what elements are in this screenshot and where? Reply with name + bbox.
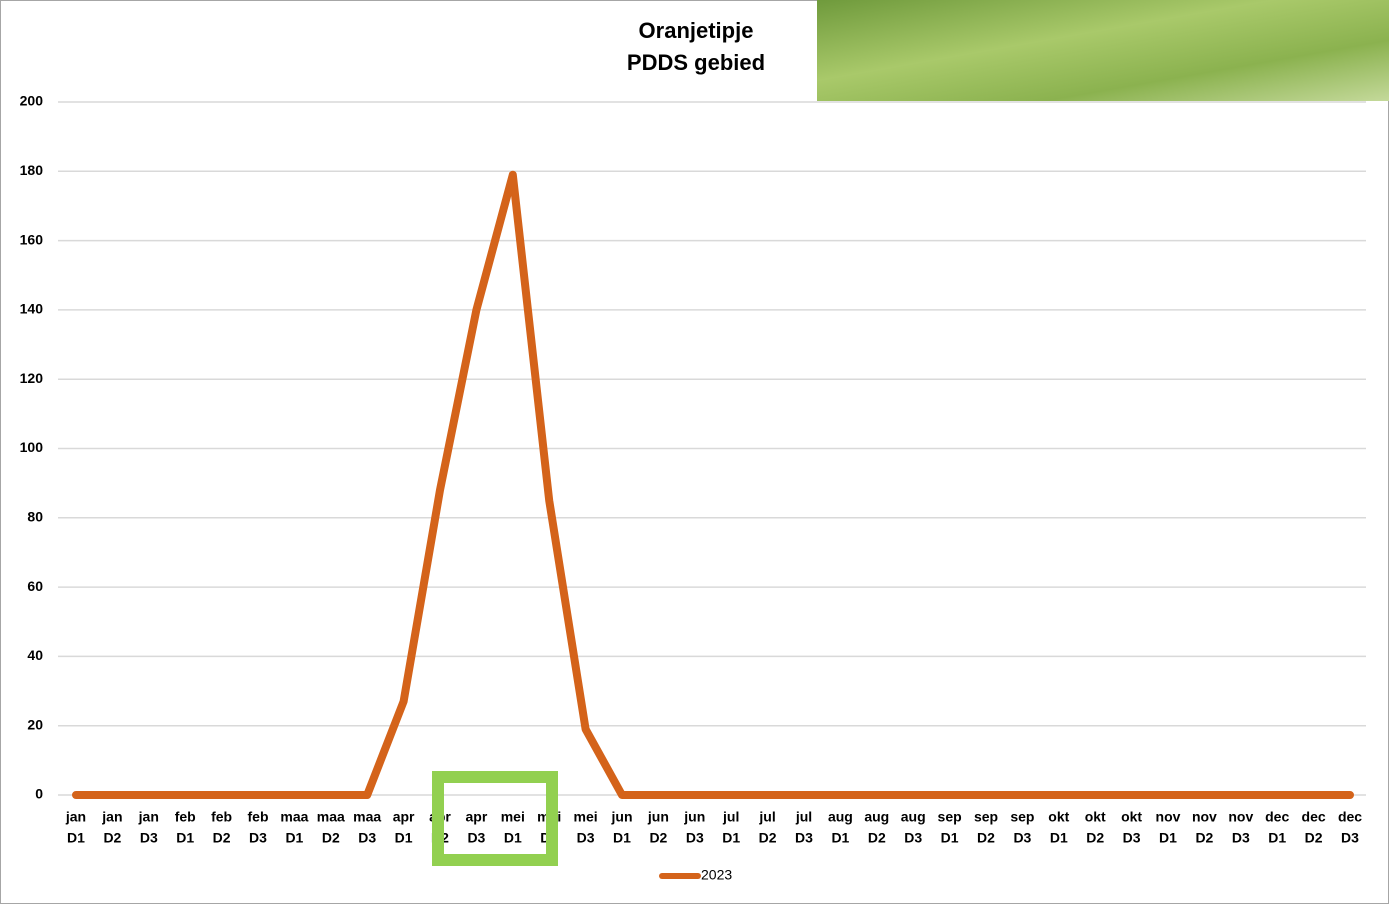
x-tick-label: D1 [395,830,413,846]
x-tick-label: D3 [1232,830,1250,846]
photo [817,0,1389,101]
x-tick-label: D2 [213,830,231,846]
x-tick-label: dec [1302,809,1326,825]
y-tick-label: 140 [20,301,44,317]
x-tick-label: D3 [1013,830,1031,846]
x-tick-label: feb [248,809,269,825]
x-tick-label: D2 [868,830,886,846]
x-tick-label: D2 [1086,830,1104,846]
x-tick-label: D3 [249,830,267,846]
y-tick-label: 200 [20,93,44,109]
x-tick-label: feb [175,809,196,825]
y-tick-label: 40 [27,647,43,663]
x-tick-label: D2 [1305,830,1323,846]
chart-title: Oranjetipje [639,18,754,43]
y-tick-label: 0 [35,786,43,802]
x-tick-label: nov [1156,809,1181,825]
x-tick-label: sep [1010,809,1034,825]
y-tick-label: 160 [20,231,44,247]
x-tick-label: jun [611,809,633,825]
x-tick-label: D3 [1341,830,1359,846]
x-tick-label: D3 [795,830,813,846]
x-tick-label: okt [1121,809,1142,825]
x-tick-label: jan [65,809,86,825]
x-tick-label: D1 [1050,830,1068,846]
x-tick-label: jan [138,809,159,825]
x-tick-label: okt [1048,809,1069,825]
x-tick-label: aug [864,809,889,825]
x-tick-label: D3 [467,830,485,846]
x-tick-label: D1 [722,830,740,846]
x-tick-label: D1 [176,830,194,846]
x-tick-label: aug [901,809,926,825]
x-tick-label: D1 [613,830,631,846]
y-tick-label: 120 [20,370,44,386]
x-tick-label: D2 [322,830,340,846]
y-tick-label: 60 [27,578,43,594]
x-tick-label: D2 [1195,830,1213,846]
y-tick-label: 100 [20,439,44,455]
x-tick-label: jul [722,809,739,825]
chart-subtitle: PDDS gebied [627,50,765,75]
x-tick-label: D2 [649,830,667,846]
x-tick-label: aug [828,809,853,825]
x-tick-label: sep [974,809,998,825]
x-tick-label: D3 [358,830,376,846]
x-tick-label: jun [647,809,669,825]
x-tick-label: D3 [686,830,704,846]
x-tick-label: mei [501,809,525,825]
x-tick-label: D1 [67,830,85,846]
x-tick-label: dec [1338,809,1362,825]
x-tick-label: D3 [140,830,158,846]
x-tick-label: D1 [285,830,303,846]
y-tick-label: 20 [27,716,43,732]
legend-label: 2023 [701,867,732,883]
data-line [72,170,1354,799]
x-tick-label: jan [101,809,122,825]
x-tick-label: D1 [941,830,959,846]
x-tick-label: maa [317,809,345,825]
x-tick-label: D1 [1268,830,1286,846]
x-tick-label: jun [683,809,705,825]
x-tick-label: D3 [904,830,922,846]
x-tick-label: nov [1192,809,1217,825]
y-tick-label: 180 [20,162,44,178]
x-tick-label: D3 [1123,830,1141,846]
x-tick-label: D2 [759,830,777,846]
x-tick-label: dec [1265,809,1289,825]
x-tick-label: D3 [577,830,595,846]
x-tick-label: maa [280,809,308,825]
x-tick-label: D2 [977,830,995,846]
x-tick-label: jul [795,809,812,825]
x-tick-label: apr [466,809,488,825]
highlight-box [432,771,558,866]
x-tick-label: okt [1085,809,1106,825]
x-tick-label: maa [353,809,381,825]
x-tick-label: mei [574,809,598,825]
x-tick-label: jul [758,809,775,825]
x-tick-label: nov [1228,809,1253,825]
x-tick-label: feb [211,809,232,825]
x-tick-label: D1 [504,830,522,846]
x-tick-label: D1 [1159,830,1177,846]
y-tick-label: 80 [27,509,43,525]
x-tick-label: sep [938,809,962,825]
x-tick-label: D2 [103,830,121,846]
x-tick-label: apr [393,809,415,825]
x-tick-label: D1 [831,830,849,846]
